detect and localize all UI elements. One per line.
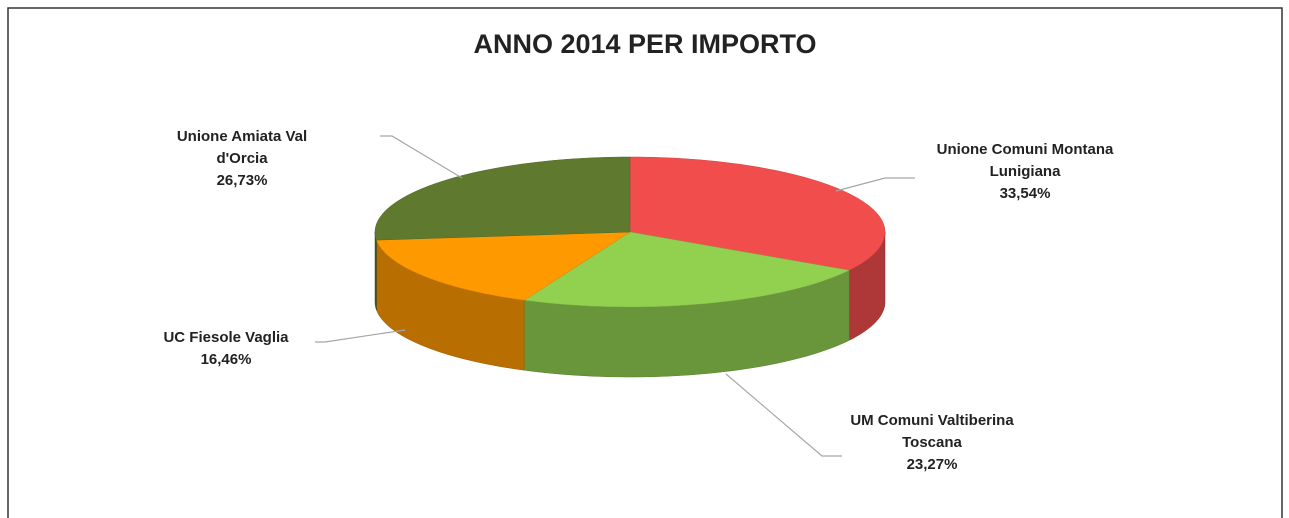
pie-slice: [523, 231, 851, 308]
category-label: UM Comuni Valtiberina Toscana: [850, 412, 1014, 451]
data-label: Unione Amiata Val d'Orcia 26,73%: [162, 126, 322, 192]
pie-sides: [374, 231, 886, 378]
pie-slice: [376, 231, 631, 301]
chart-title: ANNO 2014 PER IMPORTO: [473, 29, 816, 59]
pie-slice: [629, 156, 886, 271]
data-label: UC Fiesole Vaglia 16,46%: [126, 327, 326, 371]
value-label: 16,46%: [200, 351, 252, 368]
leader-lines: [315, 135, 915, 457]
value-label: 23,27%: [906, 456, 958, 473]
value-label: 33,54%: [999, 185, 1051, 202]
category-label: Unione Comuni Montana Lunigiana: [936, 141, 1114, 180]
leader-line: [380, 135, 463, 179]
pie-tops: [374, 156, 886, 308]
value-label: 26,73%: [216, 172, 268, 189]
category-label: UC Fiesole Vaglia: [163, 329, 289, 346]
leader-line: [725, 373, 842, 457]
data-label: UM Comuni Valtiberina Toscana 23,27%: [837, 410, 1027, 476]
pie-slice-side: [374, 231, 377, 311]
data-label: Unione Comuni Montana Lunigiana 33,54%: [935, 139, 1115, 205]
category-label: Unione Amiata Val d'Orcia: [176, 128, 308, 167]
leader-line: [315, 329, 406, 343]
pie-slice: [374, 156, 631, 241]
leader-line: [835, 177, 915, 192]
